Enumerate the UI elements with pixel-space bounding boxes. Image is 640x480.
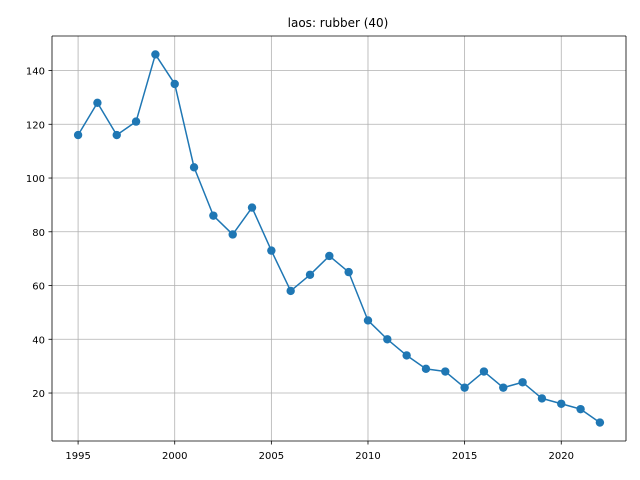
data-point [228,230,237,239]
y-tick-label: 120 [26,120,45,131]
x-tick-label: 2020 [549,451,574,462]
axes [51,35,627,442]
data-point [189,163,199,172]
data-point [402,351,411,360]
data-point [247,203,257,212]
y-tick-label: 140 [26,67,45,78]
y-tick-label: 80 [32,228,45,239]
data-point [421,364,431,374]
data-point [441,367,450,376]
data-point [344,267,353,277]
x-tick-label: 1995 [65,451,90,462]
data-point [518,378,527,387]
y-tick-label: 40 [32,335,45,346]
data-point [73,130,83,140]
data-point [209,211,218,220]
data-point [460,383,469,392]
chart-title: laos: rubber (40) [288,16,389,30]
data-point [112,130,121,140]
data-point [595,418,605,427]
data-point [325,251,334,261]
ticks: 1995 2000 2005 2010 2015 20202040608010012014… [26,67,574,462]
data-point [537,394,547,403]
data-point [93,98,102,107]
y-tick-label: 60 [32,282,45,293]
x-tick-label: 2015 [452,451,477,462]
data-point [305,270,315,279]
y-tick-label: 100 [26,174,45,185]
data-point [286,286,295,296]
data-point [363,316,373,325]
data-point [267,246,276,255]
data-point [499,383,508,392]
x-tick-label: 2010 [355,451,380,462]
x-tick-label: 2000 [162,451,187,462]
data-point [479,367,489,376]
data-point [383,335,392,344]
data-point [151,50,160,59]
series-layer [73,50,605,427]
y-tick-label: 20 [32,389,45,400]
data-point [576,404,585,414]
series-line [77,53,601,424]
data-point [557,399,566,408]
data-point [170,79,179,89]
grid-lines [52,36,626,441]
x-tick-label: 2005 [259,451,284,462]
data-point [131,117,141,126]
